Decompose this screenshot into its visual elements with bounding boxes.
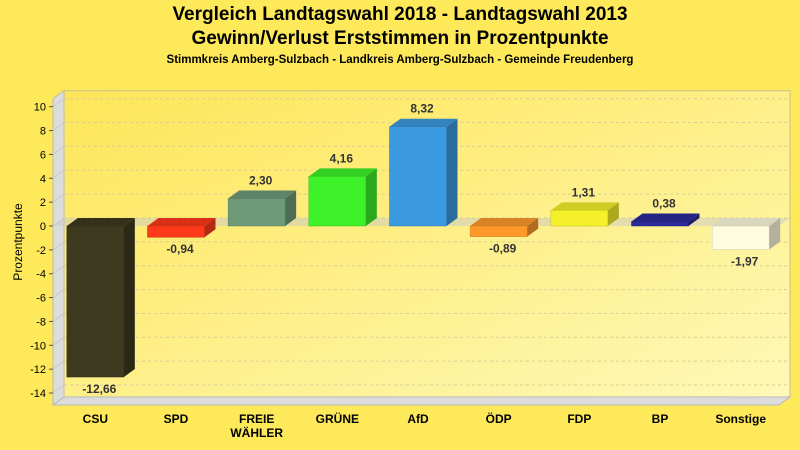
data-label: 0,38 xyxy=(652,196,676,210)
y-tick-label: -4 xyxy=(36,269,46,281)
y-tick-label: 8 xyxy=(40,126,46,138)
bar-fdp xyxy=(550,202,619,227)
chart-subtitle: Gewinn/Verlust Erststimmen in Prozentpun… xyxy=(191,28,609,49)
bar-side xyxy=(123,218,135,378)
bar-front xyxy=(389,126,447,227)
bar-sonstige xyxy=(711,218,781,250)
y-tick-label: -14 xyxy=(30,388,46,400)
bar-freie-wähler xyxy=(227,190,297,227)
x-tick-label: CSU xyxy=(83,412,108,426)
y-tick-label: 4 xyxy=(40,173,46,185)
y-tick-label: 10 xyxy=(34,102,46,114)
bar-top xyxy=(66,218,135,226)
bar-side xyxy=(527,218,539,237)
data-label: 1,31 xyxy=(572,185,596,199)
bar-spd xyxy=(147,218,216,238)
bar-top xyxy=(712,218,781,226)
gridline-side xyxy=(52,169,65,179)
gridline-side xyxy=(52,265,65,275)
bar-top xyxy=(147,218,216,226)
bar-top xyxy=(631,213,700,222)
bar-top xyxy=(470,218,539,226)
gridline-side xyxy=(52,384,65,394)
data-label: -0,94 xyxy=(166,242,194,256)
bar-front xyxy=(308,176,367,227)
bar-side xyxy=(365,168,377,226)
x-tick-label: ÖDP xyxy=(486,411,512,426)
data-label: 4,16 xyxy=(330,151,354,165)
plot-left-wall xyxy=(52,89,65,406)
plot-floor xyxy=(51,396,792,406)
bar-bp xyxy=(631,213,700,227)
bar-top xyxy=(308,168,377,177)
bar-front xyxy=(469,225,528,237)
gridline-side xyxy=(52,193,65,203)
data-label: -0,89 xyxy=(489,242,517,256)
bar-front xyxy=(147,225,205,238)
y-tick-label: -8 xyxy=(36,316,46,328)
bar-side xyxy=(688,213,700,226)
y-tick-label: -6 xyxy=(36,293,46,305)
gridline-side xyxy=(52,122,65,131)
bar-front xyxy=(227,198,286,227)
bar-front xyxy=(550,210,609,227)
bar-afd xyxy=(389,118,458,227)
bar-side xyxy=(204,218,216,238)
data-label: 2,30 xyxy=(249,174,273,188)
data-label: 8,32 xyxy=(410,102,434,116)
bar-top xyxy=(389,118,458,127)
x-tick-label: GRÜNE xyxy=(316,411,359,426)
bar-side xyxy=(607,202,619,226)
bar-grüne xyxy=(308,168,377,227)
bar-top xyxy=(550,202,619,211)
bar-front xyxy=(631,221,689,227)
bar-front xyxy=(66,225,125,378)
x-tick-label: FREIE xyxy=(239,412,274,426)
x-tick-label: FDP xyxy=(567,412,591,426)
y-tick-label: -2 xyxy=(36,245,46,257)
bar-top xyxy=(228,190,297,199)
y-tick-label: 2 xyxy=(40,197,46,209)
bar-front xyxy=(711,225,770,250)
data-label: -12,66 xyxy=(82,382,116,396)
x-tick-label: SPD xyxy=(164,412,189,426)
bar-side xyxy=(769,218,781,250)
y-tick-label: 0 xyxy=(40,221,46,233)
gridline-side xyxy=(52,289,65,298)
bar-ödp xyxy=(469,218,539,237)
x-tick-label: AfD xyxy=(407,412,429,426)
y-tick-label: 6 xyxy=(40,149,46,161)
gridline-side xyxy=(52,241,65,251)
chart-caption: Stimmkreis Amberg-Sulzbach - Landkreis A… xyxy=(166,54,634,66)
bar-side xyxy=(446,118,458,226)
gridline-side xyxy=(52,360,65,370)
chart-title: Vergleich Landtagswahl 2018 - Landtagswa… xyxy=(172,4,628,25)
x-tick-label: BP xyxy=(652,412,669,426)
gridline-side xyxy=(52,336,65,346)
y-axis-label: Prozentpunkte xyxy=(11,203,25,281)
bar-csu xyxy=(66,218,135,378)
x-tick-label: WÄHLER xyxy=(230,425,283,440)
y-tick-label: -12 xyxy=(30,364,46,376)
gridline-side xyxy=(52,98,65,108)
gridline-side xyxy=(52,146,65,155)
gridline-side xyxy=(52,313,65,322)
bar-side xyxy=(285,190,297,226)
x-tick-label: Sonstige xyxy=(715,412,766,426)
y-tick-label: -10 xyxy=(30,340,46,352)
data-label: -1,97 xyxy=(731,255,759,269)
